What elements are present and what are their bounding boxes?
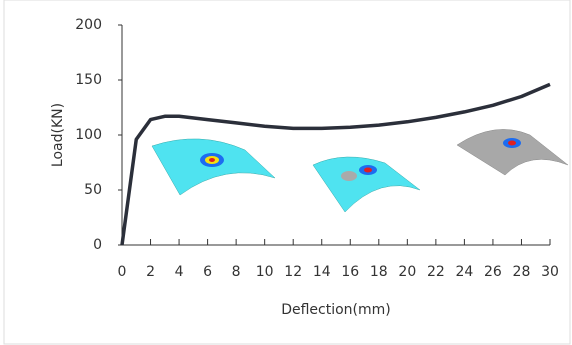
chart-frame [4,0,570,344]
x-tick-label: 10 [256,264,274,280]
y-tick-label: 200 [75,17,102,33]
x-tick-label: 0 [118,264,127,280]
x-tick-label: 18 [370,264,388,280]
x-tick-label: 24 [455,264,473,280]
x-tick-label: 26 [484,264,502,280]
x-tick-label: 22 [427,264,445,280]
chart: Load(KN) Deflection(mm) 0501001502000246… [0,0,572,345]
x-tick-label: 20 [398,264,416,280]
y-tick-label: 150 [75,72,102,88]
page: {"chart_data": {"type": "line", "x_label… [0,0,572,345]
x-tick-label: 30 [541,264,559,280]
x-tick-label: 2 [146,264,155,280]
x-tick-label: 8 [232,264,241,280]
y-tick-label: 50 [84,182,102,198]
x-tick-label: 4 [175,264,184,280]
x-axis-label: Deflection(mm) [281,302,391,318]
y-axis-label: Load(KN) [50,103,66,167]
x-tick-label: 6 [203,264,212,280]
x-tick-label: 16 [341,264,359,280]
x-tick-label: 28 [513,264,531,280]
x-tick-label: 14 [313,264,331,280]
y-tick-label: 100 [75,127,102,143]
y-tick-label: 0 [93,237,102,253]
x-tick-label: 12 [284,264,302,280]
